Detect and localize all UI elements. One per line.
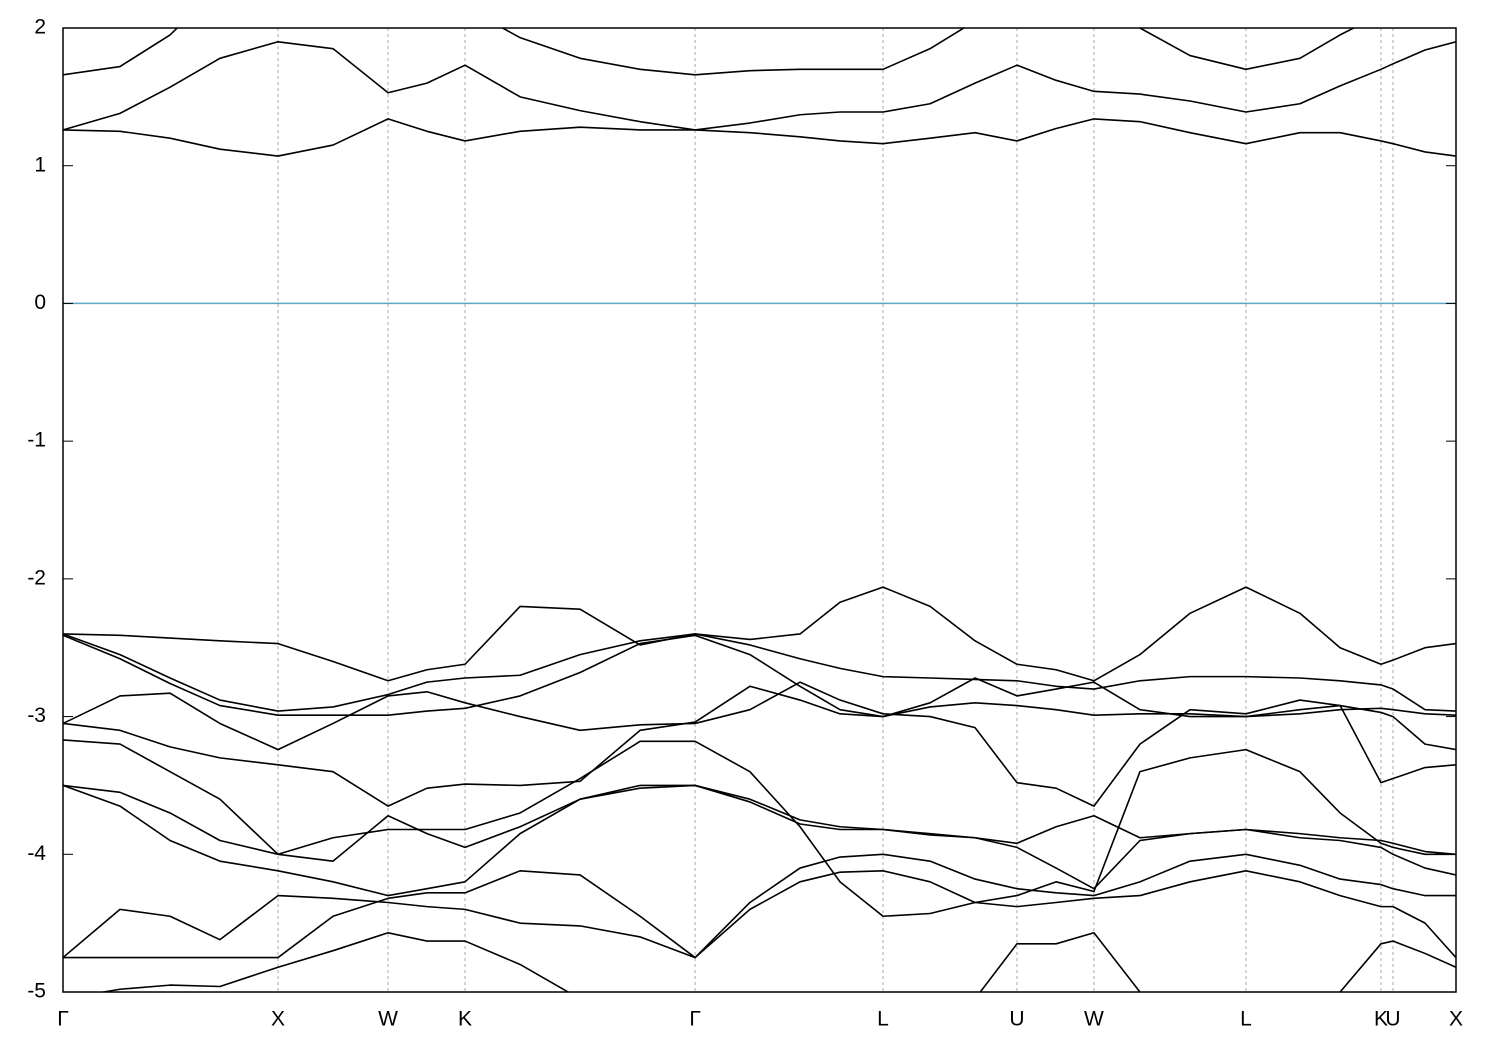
band-line <box>63 784 1456 897</box>
y-tick-label: 1 <box>34 153 46 176</box>
band-line <box>63 853 1456 959</box>
x-tick-label: K <box>458 1008 472 1031</box>
grid-layer <box>62 28 1457 992</box>
x-tick-label: X <box>1449 1008 1463 1031</box>
y-tick-label: -1 <box>27 429 46 452</box>
y-tick-label: 2 <box>34 16 46 39</box>
band-line <box>63 739 1456 918</box>
y-tick-label: 0 <box>34 291 46 314</box>
band-line <box>98 931 1456 992</box>
x-tick-label: K <box>1374 1008 1388 1031</box>
band-line <box>63 681 1456 807</box>
band-line <box>63 28 1356 76</box>
band-line <box>63 40 1456 131</box>
y-tick-label: -2 <box>27 566 46 589</box>
x-tick-label: W <box>378 1008 398 1031</box>
plot-frame <box>62 27 1457 993</box>
x-tick-label: U <box>1385 1008 1400 1031</box>
x-tick-label: U <box>1009 1008 1024 1031</box>
band-line <box>63 677 1456 807</box>
band-line <box>63 118 1456 157</box>
y-tick-label: -3 <box>27 704 46 727</box>
data-layer <box>63 28 1456 992</box>
band-line <box>63 634 1456 718</box>
x-tick-label: L <box>877 1008 889 1031</box>
x-tick-label: W <box>1084 1008 1104 1031</box>
x-tick-label: Γ <box>57 1008 69 1031</box>
band-line <box>63 784 1456 862</box>
x-tick-label: Γ <box>689 1008 701 1031</box>
band-line <box>63 586 1456 682</box>
x-tick-label: L <box>1240 1008 1252 1031</box>
y-tick-label: -4 <box>27 842 46 865</box>
y-tick-label: -5 <box>27 980 46 1003</box>
x-tick-label: X <box>271 1008 285 1031</box>
band-line <box>63 633 1456 712</box>
band-line <box>63 870 1456 959</box>
